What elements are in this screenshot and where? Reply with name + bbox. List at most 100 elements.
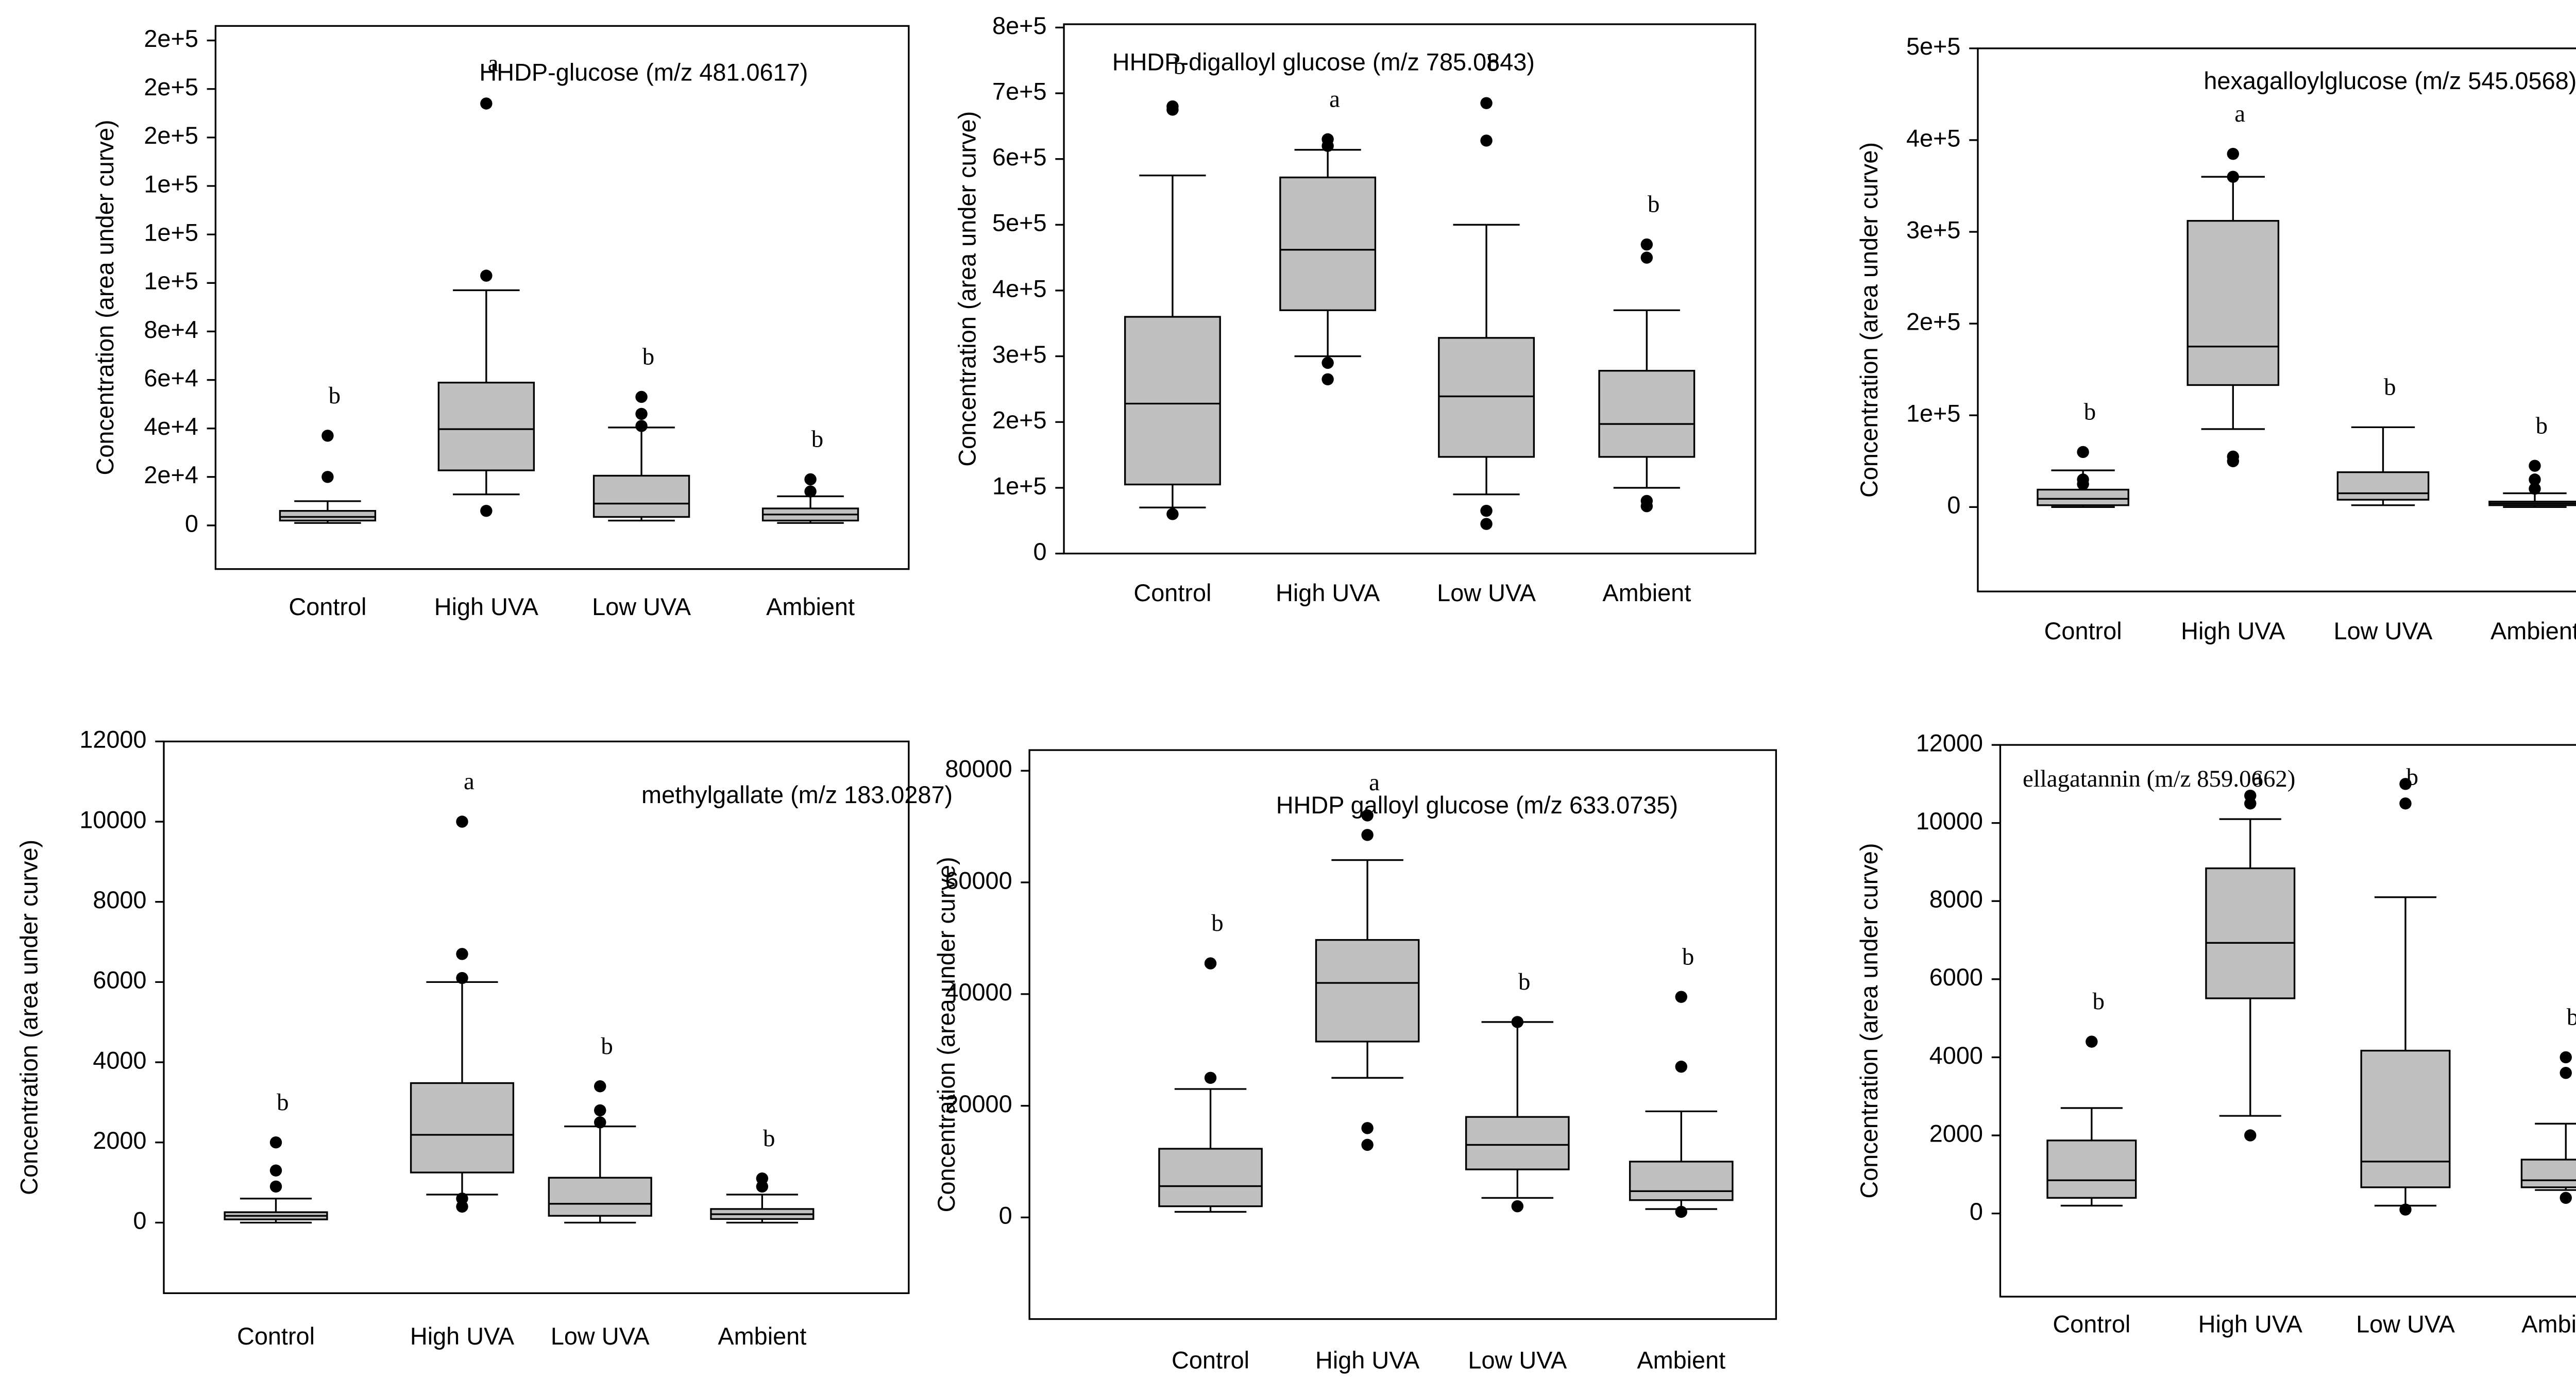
category-label: High UVA bbox=[434, 593, 539, 620]
significance-letter: b bbox=[2384, 374, 2396, 401]
box bbox=[279, 510, 377, 522]
plot-frame bbox=[1028, 749, 1777, 1320]
significance-letter: b bbox=[642, 344, 654, 370]
category-label: Ambient bbox=[2490, 618, 2576, 644]
title: HHDP galloyl glucose (m/z 633.0735) bbox=[1276, 792, 1678, 819]
significance-letter: a bbox=[1329, 86, 1340, 113]
outlier bbox=[456, 972, 468, 984]
category-label: Control bbox=[237, 1323, 315, 1350]
y-tick-label: 0 bbox=[185, 510, 198, 537]
y-axis-label: Concentration (area under curve) bbox=[16, 840, 43, 1195]
box-plot: 0 2000 4000 6000 8000 10000 12000 ellagatannin … bbox=[1856, 729, 2576, 1337]
outlier bbox=[2399, 797, 2412, 810]
y-tick-label: 12000 bbox=[1916, 729, 1983, 756]
y-tick-label: 5e+5 bbox=[1906, 33, 1961, 60]
outlier bbox=[1321, 140, 1334, 152]
outlier bbox=[456, 948, 468, 960]
outlier bbox=[594, 1104, 606, 1117]
outlier bbox=[1480, 134, 1493, 147]
significance-letter: b bbox=[1487, 49, 1499, 76]
outlier bbox=[2227, 455, 2239, 467]
y-tick-label: 8e+4 bbox=[144, 316, 198, 343]
title: hexagalloylglucose (m/z 545.0568) bbox=[2204, 67, 2576, 94]
outlier bbox=[2399, 778, 2412, 790]
y-tick-label: 8e+5 bbox=[992, 12, 1047, 39]
category-label: Ambient bbox=[766, 593, 855, 620]
outlier bbox=[2529, 460, 2541, 472]
box bbox=[1465, 1116, 1570, 1170]
significance-letter: b bbox=[329, 382, 341, 409]
category-label: Low UVA bbox=[1468, 1347, 1567, 1374]
outlier bbox=[1640, 251, 1653, 264]
outlier bbox=[1675, 1060, 1687, 1073]
plot-frame bbox=[1977, 47, 2576, 592]
outlier bbox=[321, 430, 334, 442]
outlier bbox=[1166, 104, 1179, 116]
significance-letter: b bbox=[2084, 399, 2096, 426]
title: ellagatannin (m/z 859.0662) bbox=[2023, 765, 2295, 792]
y-tick-label: 4000 bbox=[93, 1047, 146, 1074]
box bbox=[2520, 1159, 2576, 1188]
y-tick-label: 8000 bbox=[93, 887, 146, 913]
box bbox=[1158, 1148, 1263, 1207]
category-label: Ambient bbox=[718, 1323, 806, 1350]
category-label: Low UVA bbox=[592, 593, 691, 620]
outlier bbox=[1361, 829, 1374, 841]
y-tick-label: 80000 bbox=[945, 756, 1012, 782]
y-tick-label: 2e+5 bbox=[144, 25, 198, 52]
outlier bbox=[1166, 508, 1179, 520]
significance-letter: b bbox=[1682, 943, 1694, 970]
outlier bbox=[456, 1200, 468, 1213]
y-tick-label: 2e+5 bbox=[1906, 309, 1961, 335]
outlier bbox=[2560, 1051, 2572, 1064]
category-label: Low UVA bbox=[1437, 580, 1536, 606]
outlier bbox=[594, 1080, 606, 1093]
y-tick-label: 10000 bbox=[1916, 808, 1983, 835]
y-tick-label: 0 bbox=[1947, 492, 1960, 519]
outlier bbox=[1321, 356, 1334, 369]
significance-letter: b bbox=[2406, 764, 2418, 791]
category-label: Control bbox=[1133, 580, 1211, 606]
significance-letter: b bbox=[763, 1125, 775, 1152]
outlier bbox=[269, 1164, 282, 1177]
outlier bbox=[2227, 147, 2239, 160]
plot-frame bbox=[1063, 23, 1756, 555]
box bbox=[2187, 220, 2280, 386]
y-tick-label: 20000 bbox=[945, 1091, 1012, 1117]
y-tick-label: 1e+5 bbox=[1906, 400, 1961, 427]
outlier bbox=[2399, 1203, 2412, 1216]
outlier bbox=[635, 420, 648, 432]
y-tick-label: 3e+5 bbox=[1906, 216, 1961, 243]
box-plot: 0 2000 4000 6000 8000 10000 12000 methylgallate… bbox=[16, 726, 953, 1350]
outlier bbox=[2227, 171, 2239, 183]
category-label: Low UVA bbox=[551, 1323, 650, 1350]
outlier bbox=[1640, 500, 1653, 513]
y-tick-label: 7e+5 bbox=[992, 78, 1047, 105]
outlier bbox=[1480, 518, 1493, 530]
title: methylgallate (m/z 183.0287) bbox=[641, 781, 953, 808]
box bbox=[1598, 370, 1696, 458]
outlier bbox=[2077, 446, 2089, 458]
outlier bbox=[269, 1136, 282, 1149]
y-tick-label: 4e+5 bbox=[1906, 125, 1961, 151]
plot-frame bbox=[1999, 744, 2576, 1298]
significance-letter: b bbox=[2567, 1004, 2576, 1031]
outlier bbox=[756, 1180, 769, 1193]
y-tick-label: 2e+4 bbox=[144, 462, 198, 488]
outlier bbox=[1480, 97, 1493, 109]
significance-letter: b bbox=[2093, 988, 2105, 1015]
category-label: Ambient bbox=[1637, 1347, 1725, 1374]
title: HHDP-glucose (m/z 481.0617) bbox=[479, 59, 808, 86]
y-tick-label: 0 bbox=[133, 1207, 146, 1234]
significance-letter: b bbox=[1648, 191, 1659, 218]
significance-letter: b bbox=[2536, 412, 2548, 439]
category-label: Control bbox=[2053, 1311, 2130, 1337]
y-tick-label: 2000 bbox=[93, 1127, 146, 1154]
category-label: High UVA bbox=[1315, 1347, 1420, 1374]
significance-letter: a bbox=[2234, 100, 2245, 127]
box bbox=[2360, 1049, 2451, 1188]
y-tick-label: 6000 bbox=[1929, 964, 1983, 991]
outlier bbox=[2244, 797, 2257, 810]
box-plot: 0 2e+4 4e+4 6e+4 8e+4 1e+5 1e+5 1e+5 2e+5 2e+5 2e+… bbox=[92, 25, 910, 620]
